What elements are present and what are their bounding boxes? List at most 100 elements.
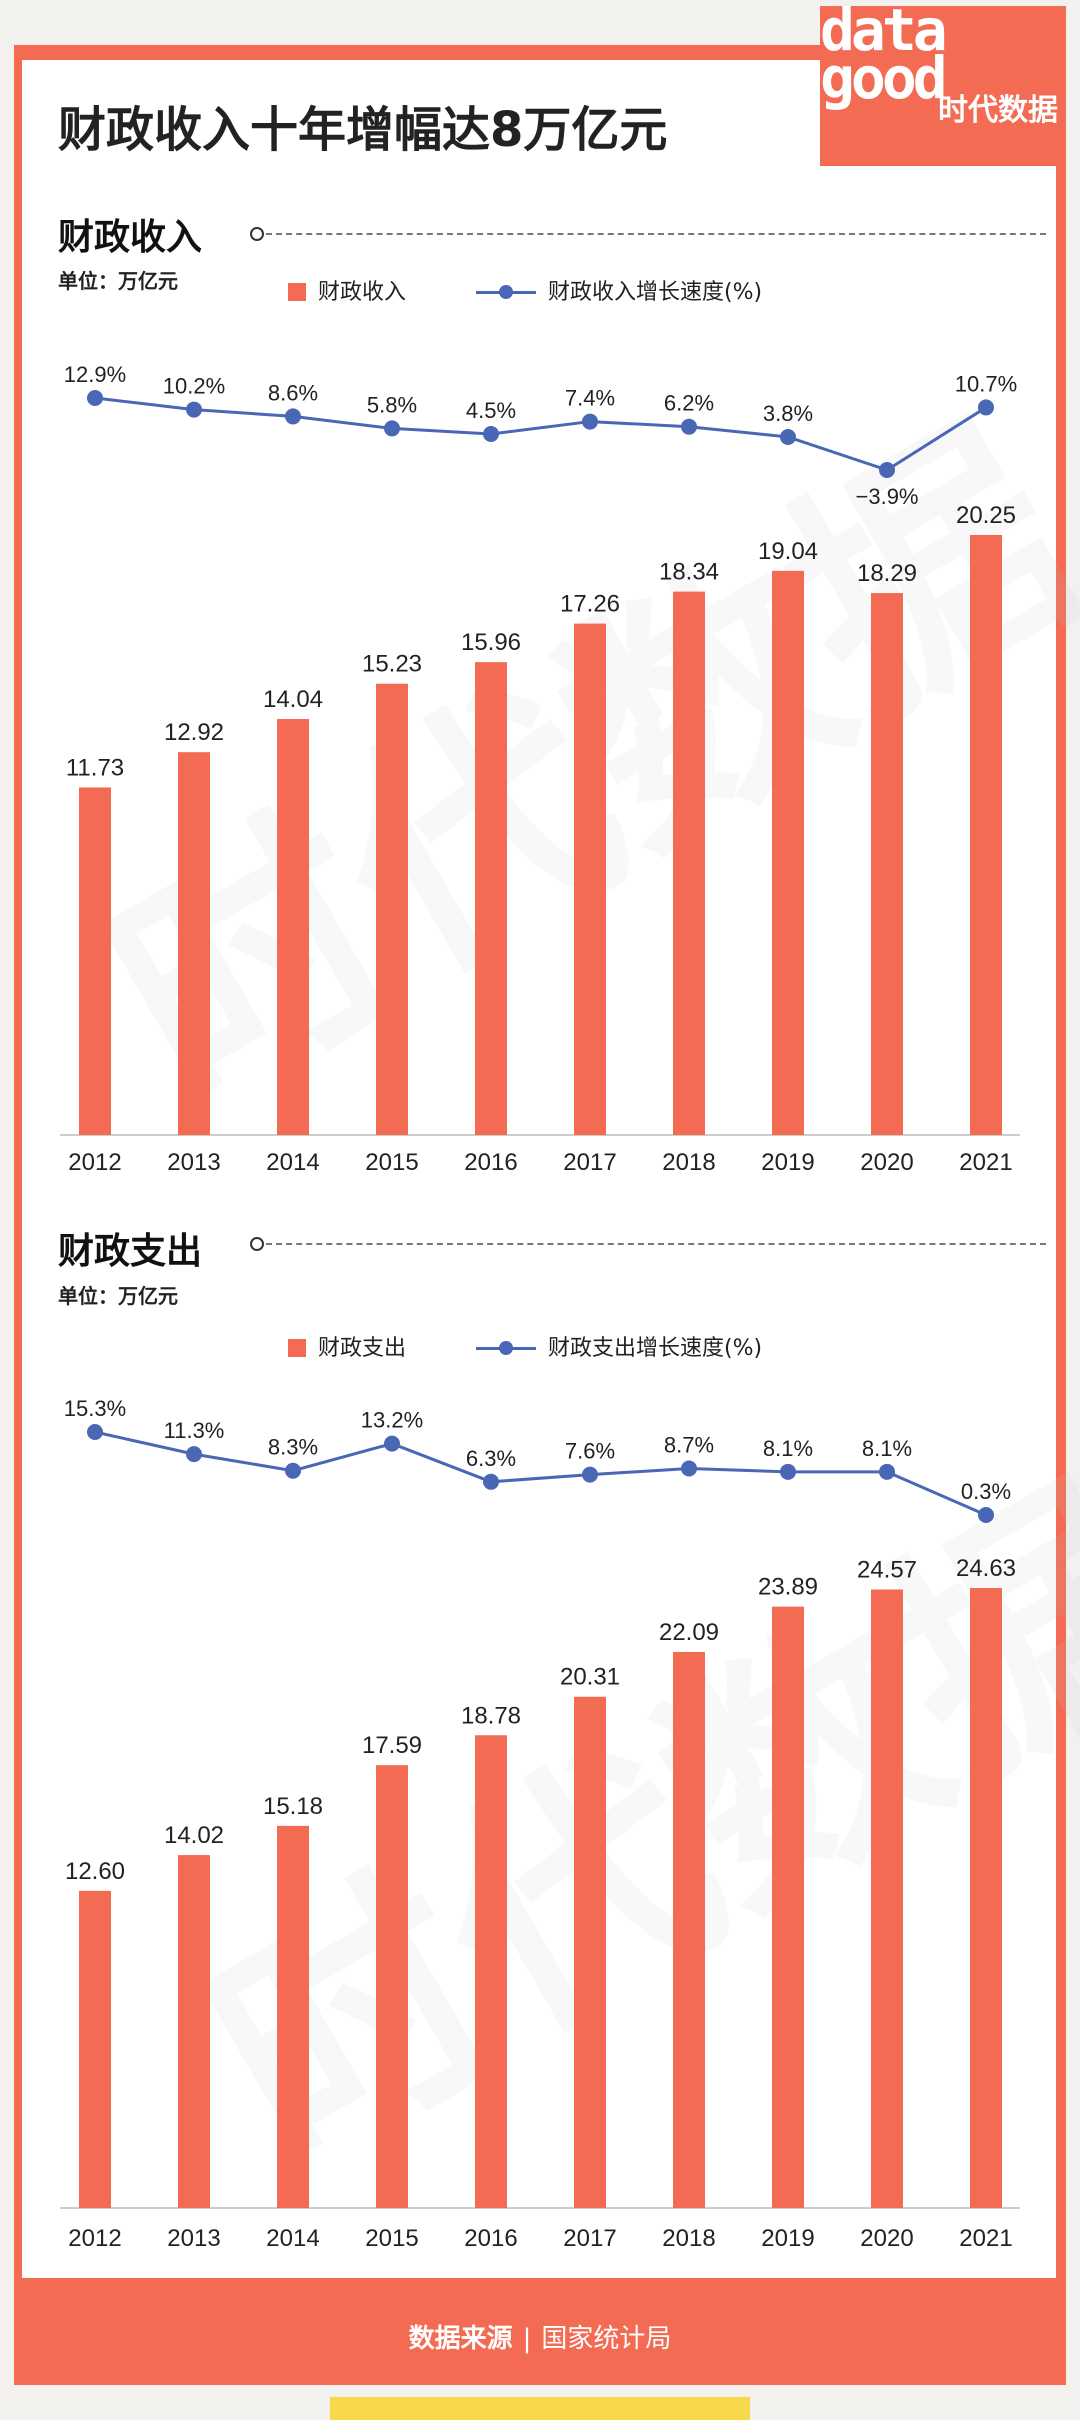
legend-bar-revenue: 财政收入 <box>288 274 406 306</box>
growth-point <box>285 408 301 425</box>
x-tick-label: 2019 <box>761 1149 814 1176</box>
growth-point <box>186 401 202 418</box>
x-tick-label: 2020 <box>860 2225 913 2252</box>
bar-value-label: 24.63 <box>956 1555 1016 1582</box>
x-tick-label: 2013 <box>167 1149 220 1176</box>
bar-value-label: 18.34 <box>659 559 719 586</box>
bar-value-label: 24.57 <box>857 1557 917 1584</box>
x-tick-label: 2012 <box>68 1149 121 1176</box>
bar <box>970 1588 1002 2208</box>
legend-bar-label: 财政收入 <box>318 280 407 305</box>
legend-bar-swatch <box>288 1339 306 1357</box>
growth-point <box>879 1463 895 1480</box>
bar <box>79 787 111 1135</box>
growth-point <box>780 429 796 445</box>
section-marker-icon <box>250 227 264 241</box>
bar-value-label: 20.25 <box>956 502 1016 529</box>
x-tick-label: 2016 <box>464 2225 517 2252</box>
bar <box>178 1855 210 2208</box>
revenue-chart: 11.73 2012 12.92 2013 14.04 2014 15.23 2015 15.9… <box>60 362 1020 1176</box>
bar <box>475 1735 507 2208</box>
logo-chinese: 时代数据 <box>938 93 1058 128</box>
source-separator: | <box>522 2324 532 2354</box>
legend-line-label: 财政收入增长速度(%) <box>548 280 763 305</box>
bar-value-label: 14.04 <box>263 686 323 713</box>
legend-line-revenue: 财政收入增长速度(%) <box>476 274 762 306</box>
bar <box>772 1606 804 2208</box>
bar-value-label: 22.09 <box>659 1619 719 1646</box>
growth-value-label: 15.3% <box>64 1396 126 1421</box>
bar <box>277 719 309 1135</box>
section-divider <box>266 233 1046 235</box>
bar <box>574 623 606 1135</box>
bar-value-label: 19.04 <box>758 538 818 565</box>
legend-line-expenditure: 财政支出增长速度(%) <box>476 1330 762 1362</box>
growth-value-label: 11.3% <box>164 1418 225 1443</box>
x-tick-label: 2021 <box>959 1149 1012 1176</box>
x-tick-label: 2019 <box>761 2225 814 2252</box>
growth-point <box>87 390 103 406</box>
source-footer: 数据来源 | 国家统计局 <box>0 2318 1080 2355</box>
growth-value-label: 8.7% <box>664 1433 714 1458</box>
x-tick-label: 2018 <box>662 2225 715 2252</box>
page-title: 财政收入十年增幅达8万亿元 <box>58 102 668 158</box>
bar-value-label: 15.18 <box>263 1793 323 1820</box>
section-divider <box>266 1243 1046 1245</box>
growth-value-label: 10.7% <box>955 371 1017 396</box>
section-title-expenditure: 财政支出 <box>58 1231 203 1272</box>
bar <box>970 535 1002 1135</box>
source-label: 数据来源 <box>408 2324 513 2354</box>
bar <box>475 662 507 1135</box>
x-tick-label: 2017 <box>563 1149 616 1176</box>
growth-value-label: 3.8% <box>763 401 813 426</box>
bar <box>376 1765 408 2208</box>
bar <box>871 1589 903 2208</box>
growth-value-label: 13.2% <box>361 1408 423 1433</box>
growth-point <box>483 1473 499 1490</box>
unit-label: 单位：万亿元 <box>58 1284 178 1308</box>
growth-point <box>384 420 400 437</box>
x-tick-label: 2013 <box>167 2225 220 2252</box>
bar <box>277 1825 309 2208</box>
x-tick-label: 2021 <box>959 2225 1012 2252</box>
bar-value-label: 17.26 <box>560 591 620 618</box>
growth-value-label: 8.1% <box>763 1436 813 1461</box>
growth-point <box>978 1507 994 1523</box>
growth-value-label: 8.3% <box>268 1435 318 1460</box>
bar <box>178 752 210 1135</box>
x-tick-label: 2014 <box>266 2225 319 2252</box>
bar-value-label: 12.60 <box>65 1858 125 1885</box>
section-title-revenue: 财政收入 <box>58 217 203 258</box>
x-tick-label: 2018 <box>662 1149 715 1176</box>
bar-value-label: 18.29 <box>857 560 917 587</box>
growth-value-label: 10.2% <box>163 374 225 399</box>
legend-line-swatch <box>476 283 536 301</box>
growth-value-label: 7.6% <box>565 1439 615 1464</box>
bar-value-label: 11.73 <box>66 754 124 781</box>
source-name: 国家统计局 <box>541 2324 672 2354</box>
bar-value-label: 20.31 <box>560 1664 620 1691</box>
growth-series-line <box>94 1430 987 1517</box>
x-tick-label: 2016 <box>464 1149 517 1176</box>
logo-wordmark: data good <box>820 0 948 112</box>
growth-value-label: 5.8% <box>367 392 417 417</box>
bar-value-label: 17.59 <box>362 1732 422 1759</box>
growth-point <box>186 1446 202 1463</box>
growth-value-label: −3.9% <box>856 484 919 509</box>
section-marker-icon <box>250 1237 264 1251</box>
growth-value-label: 12.9% <box>64 362 126 387</box>
growth-point <box>87 1424 103 1440</box>
x-tick-label: 2015 <box>365 1149 418 1176</box>
bar-value-label: 15.23 <box>362 651 422 678</box>
x-tick-label: 2020 <box>860 1149 913 1176</box>
bar <box>673 1651 705 2208</box>
bar <box>376 683 408 1135</box>
legend-bar-swatch <box>288 283 306 301</box>
growth-value-label: 0.3% <box>961 1479 1011 1504</box>
growth-series-line <box>94 396 987 472</box>
growth-point <box>582 413 598 430</box>
bar-value-label: 12.92 <box>164 719 224 746</box>
bar <box>79 1890 111 2208</box>
growth-point <box>681 1460 697 1477</box>
x-tick-label: 2014 <box>266 1149 319 1176</box>
